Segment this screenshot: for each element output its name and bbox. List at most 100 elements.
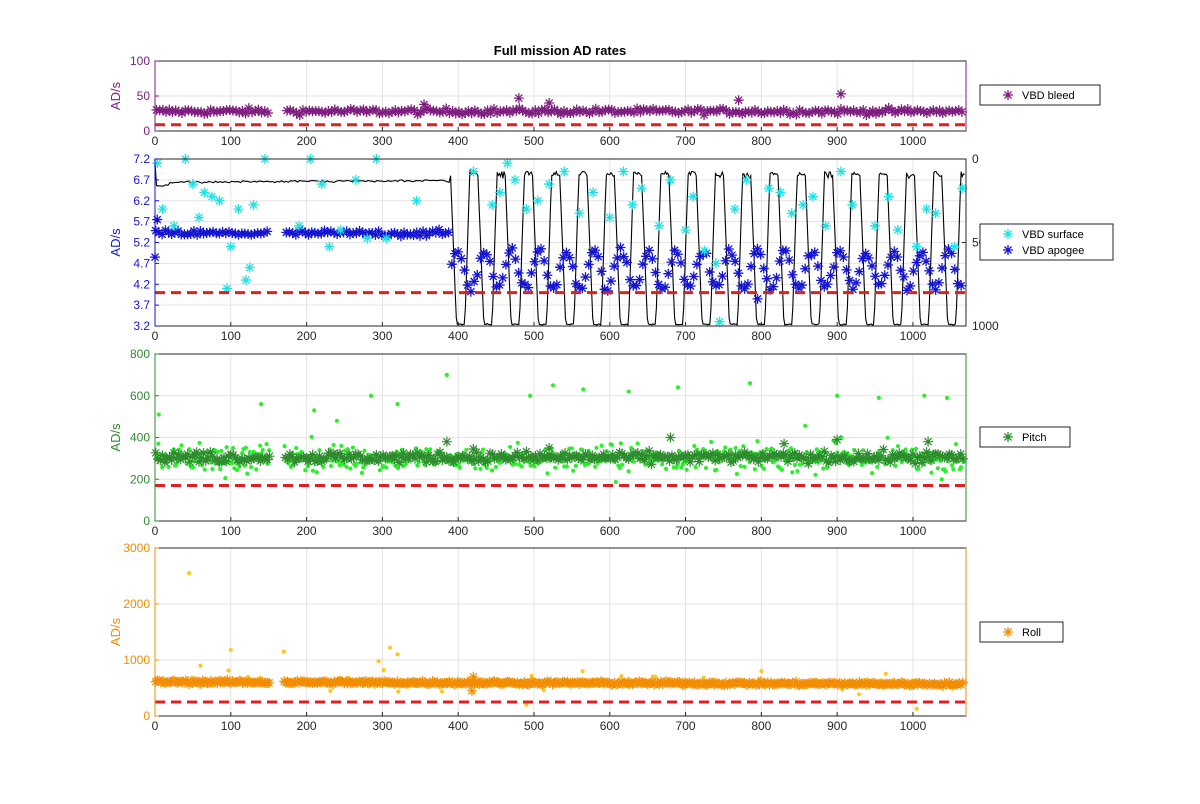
data-point-vbd-apogee [640, 251, 651, 262]
data-point-vbd-apogee [208, 226, 219, 237]
data-point-pitch [839, 450, 850, 461]
data-point-bleed [323, 106, 334, 117]
data-point-pitch-light [550, 383, 556, 388]
data-point-vbd-apogee [704, 267, 715, 278]
data-point-vbd-surface [847, 199, 858, 210]
data-point-vbd-apogee [870, 271, 881, 282]
data-point-pitch [939, 452, 950, 463]
data-point-bleed [520, 107, 531, 118]
data-point-pitch [339, 454, 350, 465]
data-point-pitch-light [769, 446, 774, 451]
legend-marker-roll [1003, 627, 1013, 637]
data-point-bleed [544, 98, 555, 108]
data-point-vbd-apogee [857, 253, 868, 264]
data-point-pitch-light [368, 393, 374, 398]
data-point-vbd-apogee [605, 276, 616, 287]
data-point-vbd-apogee [551, 279, 562, 290]
data-point-pitch [221, 456, 232, 467]
data-point-pitch [953, 452, 964, 463]
data-point-vbd-apogee [507, 242, 518, 253]
data-point-vbd-surface [798, 199, 809, 210]
data-point-roll-light [187, 571, 192, 576]
data-point-pitch [832, 451, 843, 462]
data-point-bleed [670, 106, 681, 117]
data-point-bleed [835, 104, 846, 115]
data-point-vbd-apogee [427, 226, 438, 237]
data-point-roll-light [653, 674, 658, 679]
data-point-pitch [441, 436, 452, 447]
x-tick-label: 500 [524, 719, 544, 733]
data-point-vbd-apogee [653, 279, 664, 290]
data-point-vbd-apogee [882, 259, 893, 270]
data-point-bleed [899, 106, 910, 117]
data-point-bleed [769, 107, 780, 118]
data-point-bleed [874, 106, 885, 117]
data-point-vbd-apogee [752, 243, 763, 254]
data-point-bleed [345, 104, 356, 115]
data-point-bleed [648, 103, 659, 114]
data-point-vbd-apogee [475, 253, 486, 264]
data-point-pitch [921, 447, 932, 458]
data-point-vbd-apogee [357, 227, 368, 238]
data-point-pitch [541, 453, 552, 464]
data-point-vbd-apogee [472, 269, 483, 280]
x-tick-label: 0 [152, 134, 159, 148]
data-point-pitch [344, 449, 355, 460]
x-tick-label: 700 [676, 719, 696, 733]
data-point-pitch [923, 436, 934, 447]
data-point-roll-light [281, 649, 286, 654]
data-point-pitch-light [626, 389, 631, 394]
data-point-pitch [184, 456, 195, 467]
data-point-pitch [421, 456, 432, 467]
data-point-pitch [246, 454, 257, 465]
data-point-pitch [553, 454, 564, 465]
data-point-pitch [259, 453, 270, 464]
y-tick-label: 0 [143, 514, 150, 528]
data-point-vbd-apogee [233, 229, 244, 240]
depth-profile-line [154, 162, 965, 327]
data-point-pitch [873, 455, 884, 466]
x-tick-label: 800 [751, 134, 771, 148]
data-point-bleed [679, 105, 690, 116]
data-point-pitch-light [348, 466, 353, 471]
data-point-pitch [207, 451, 218, 462]
data-point-vbd-surface [381, 233, 392, 244]
data-point-pitch [218, 452, 229, 463]
data-point-pitch-light [903, 447, 908, 452]
data-point-bleed [629, 107, 640, 118]
data-point-vbd-apogee [166, 229, 177, 240]
data-point-pitch-light [493, 464, 499, 470]
data-point-pitch-light [747, 381, 753, 386]
legend-box-roll [979, 621, 1064, 643]
y-tick-label: 4.7 [133, 256, 150, 270]
data-point-bleed [835, 88, 846, 99]
data-point-vbd-apogee [625, 274, 636, 285]
data-point-bleed [552, 107, 563, 118]
data-point-bleed [352, 106, 363, 117]
data-point-bleed [348, 104, 359, 115]
data-point-roll-light [198, 663, 203, 668]
x-tick-label: 1000 [900, 719, 927, 733]
data-point-pitch [430, 456, 441, 467]
legend-marker-vbd-surface [1003, 229, 1013, 239]
data-point-bleed [893, 106, 904, 117]
data-point-bleed [262, 108, 273, 119]
data-point-pitch-light [267, 448, 272, 453]
data-point-pitch [171, 453, 182, 464]
data-point-bleed [877, 107, 888, 118]
data-point-pitch [723, 449, 734, 460]
data-point-vbd-surface [502, 158, 513, 169]
data-point-pitch-light [258, 443, 263, 448]
y-tick-label: 400 [130, 431, 150, 445]
data-point-vbd-surface [883, 191, 894, 202]
x-tick-label: 1000 [900, 524, 927, 538]
data-point-bleed [664, 104, 675, 115]
data-point-roll-light [228, 647, 233, 653]
x-tick-label: 500 [524, 524, 544, 538]
data-point-bleed [460, 108, 471, 119]
data-point-vbd-apogee [513, 267, 524, 278]
data-point-roll-light [387, 645, 393, 650]
y-tick-label: 5.7 [133, 215, 150, 229]
data-point-vbd-apogee [332, 229, 343, 240]
data-point-pitch [607, 449, 618, 460]
